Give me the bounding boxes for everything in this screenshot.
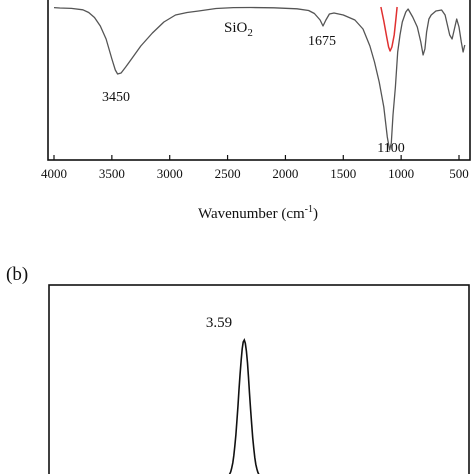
peak-label-3-59: 3.59: [206, 315, 232, 331]
x-axis-label-superscript: -1: [305, 204, 313, 215]
x-tick-label-1000: 1000: [388, 166, 414, 181]
x-tick-label-3500: 3500: [99, 166, 125, 181]
x-axis-ticks: [53, 155, 460, 160]
panel-label-b: (b): [6, 264, 28, 285]
series-label-main: SiO: [224, 20, 248, 36]
x-tick-label-3000: 3000: [157, 166, 183, 181]
panel-a: 4000 3500 3000 2500 2000 1500 1000 500 3450 1675…: [41, 0, 471, 222]
x-axis-tick-labels: 4000 3500 3000 2500 2000 1500 1000 500: [41, 166, 469, 181]
series-label-subscript: 2: [247, 27, 253, 39]
peak-label-1675: 1675: [308, 34, 336, 49]
x-tick-label-500: 500: [449, 166, 469, 181]
x-axis-label: Wavenumber (cm-1): [198, 204, 318, 222]
x-tick-label-2500: 2500: [215, 166, 241, 181]
plot-frame-b: [48, 284, 470, 474]
x-tick-label-1500: 1500: [330, 166, 356, 181]
spectrum-line-sio2: [53, 6, 466, 151]
x-axis-label-main: Wavenumber (cm: [198, 206, 305, 222]
plot-frame-a: [47, 0, 471, 161]
x-tick-label-4000: 4000: [41, 166, 67, 181]
series-label-sio2: SiO2: [224, 20, 253, 39]
annotations-a: 3450 1675 1100: [102, 34, 405, 156]
peak-label-3450: 3450: [102, 90, 130, 105]
peak-label-1100: 1100: [377, 141, 404, 156]
x-axis-label-close: ): [313, 206, 318, 222]
x-tick-label-2000: 2000: [272, 166, 298, 181]
spectrum-line-red: [380, 6, 398, 52]
series-group-a: [53, 6, 466, 151]
panel-b: (b) 3.59: [6, 264, 470, 474]
